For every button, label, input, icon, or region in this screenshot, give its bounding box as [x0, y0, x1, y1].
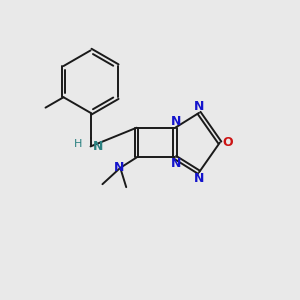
Text: O: O [222, 136, 232, 149]
Text: N: N [171, 115, 181, 128]
Text: N: N [194, 100, 204, 113]
Text: N: N [93, 140, 103, 153]
Text: H: H [74, 139, 82, 149]
Text: N: N [171, 157, 181, 170]
Text: N: N [194, 172, 204, 185]
Text: N: N [114, 161, 124, 174]
